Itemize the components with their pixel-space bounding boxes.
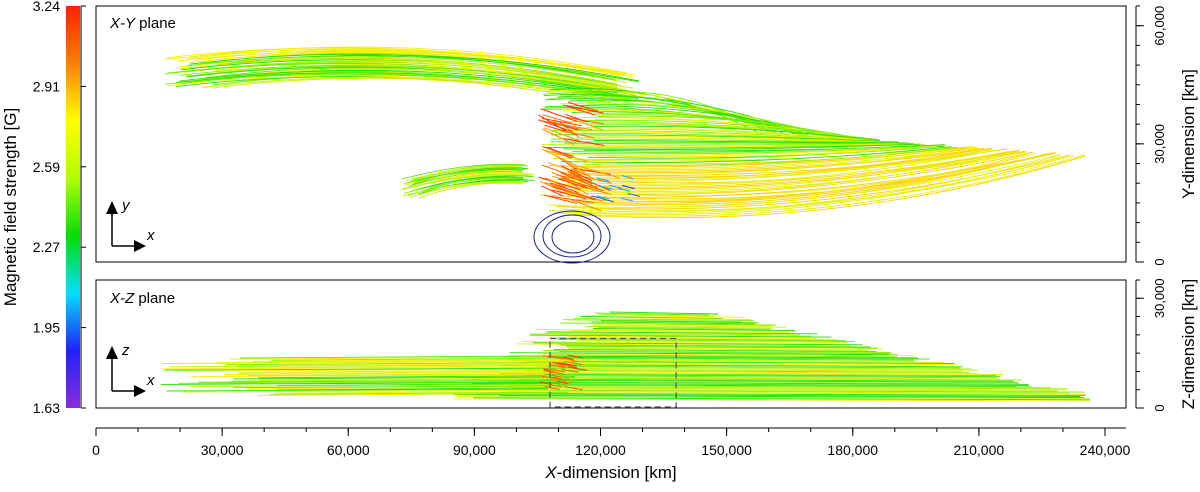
xy-axes-glyph: y x <box>106 197 155 252</box>
panel-xy-title: X-Y plane <box>109 15 176 32</box>
svg-text:x: x <box>146 372 155 389</box>
x-tick-label: 180,000 <box>827 442 878 458</box>
panel-xz-title: X-Z plane <box>109 290 175 307</box>
right-axis-tick-label: 30,000 <box>1152 124 1167 164</box>
colorbar-tick-label: 1.63 <box>33 400 60 416</box>
colorbar-tick-label: 3.24 <box>33 0 60 14</box>
x-tick-label: 0 <box>92 442 100 458</box>
x-tick-label: 90,000 <box>453 442 496 458</box>
colorbar-tick-label: 1.95 <box>33 320 60 336</box>
right-axis-tick-label: 30,000 <box>1152 278 1167 318</box>
colorbar-tick-label: 2.27 <box>33 239 60 255</box>
panel-xz: X-Z plane z x 0 30,000 Z-dimension [km] <box>95 278 1198 412</box>
right-axis-tick-label: 0 <box>1152 258 1167 265</box>
xy-field-lines <box>164 46 1086 219</box>
colorbar-tick-label: 2.91 <box>33 78 60 94</box>
x-tick-label: 210,000 <box>954 442 1005 458</box>
x-axis-label: X-dimension [km] <box>544 463 676 482</box>
panel-xy-frame <box>95 5 1127 263</box>
xz-dashed-region <box>549 337 677 408</box>
colorbar: 1.63 1.95 2.27 2.59 2.91 3.24 Magnetic field … <box>1 0 86 416</box>
right-axis-tick-label: 0 <box>1152 404 1167 411</box>
x-tick-label: 30,000 <box>201 442 244 458</box>
xy-contours <box>533 210 611 264</box>
colorbar-tick-label: 2.59 <box>33 159 60 175</box>
svg-text:y: y <box>121 197 131 214</box>
x-tick-label: 150,000 <box>701 442 752 458</box>
x-tick-label: 240,000 <box>1080 442 1131 458</box>
z-axis-label: Z-dimension [km] <box>1179 279 1198 409</box>
xz-field-lines <box>160 311 1091 402</box>
panel-xy: X-Y plane y x 0 30,000 60,000 Y-dimension … <box>95 5 1198 266</box>
svg-text:z: z <box>121 342 130 359</box>
x-tick-label: 60,000 <box>327 442 370 458</box>
colorbar-gradient <box>66 6 80 408</box>
y-axis-label: Y-dimension [km] <box>1179 69 1198 199</box>
x-tick-label: 120,000 <box>575 442 626 458</box>
x-axis: 0 30,000 60,000 90,000 120,000 150,000 180,000… <box>92 427 1131 482</box>
right-axis-tick-label: 60,000 <box>1152 6 1167 46</box>
svg-text:x: x <box>146 227 155 244</box>
colorbar-label: Magnetic field strength [G] <box>1 108 20 306</box>
xz-axes-glyph: z x <box>106 342 155 397</box>
